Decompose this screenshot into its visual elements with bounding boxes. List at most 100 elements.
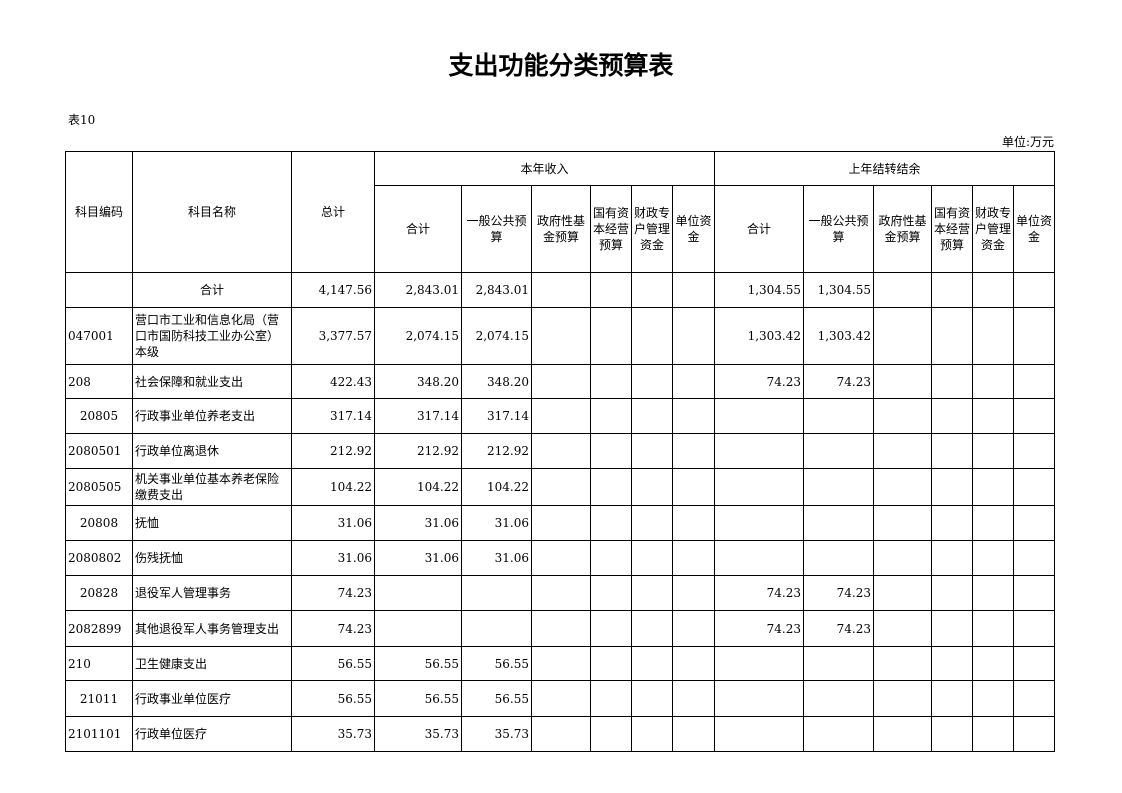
- row-value: [972, 716, 1014, 752]
- row-value: [714, 646, 804, 681]
- row-value: 212.92: [461, 433, 532, 469]
- row-value: 74.23: [291, 575, 375, 611]
- row-value: [931, 398, 973, 434]
- row-value: [631, 398, 673, 434]
- row-value: 317.14: [291, 398, 375, 434]
- row-value: [590, 540, 632, 576]
- row-value: [531, 680, 591, 717]
- row-value: [972, 398, 1014, 434]
- row-value: [631, 610, 673, 647]
- row-value: 348.20: [374, 364, 462, 399]
- row-value: 35.73: [374, 716, 462, 752]
- row-value: 317.14: [461, 398, 532, 434]
- row-value: [714, 505, 804, 541]
- row-code: 2080505: [65, 468, 133, 506]
- budget-table: 科目编码 科目名称 总计 本年收入 上年结转结余 合计 一般公共预算 政府性基金预算…: [65, 151, 1055, 752]
- subheader-cell: 合计: [714, 185, 804, 273]
- table-row: 21011 行政事业单位医疗 56.55 56.55 56.55: [65, 680, 1055, 717]
- row-value: [531, 540, 591, 576]
- row-value: [972, 680, 1014, 717]
- row-value: [931, 610, 973, 647]
- row-value: [590, 433, 632, 469]
- row-value: [972, 307, 1014, 365]
- row-value: [590, 575, 632, 611]
- subheader-cell: 单位资金: [1013, 185, 1055, 273]
- row-value: [873, 398, 932, 434]
- row-value: [1013, 272, 1055, 308]
- row-value: [803, 398, 874, 434]
- row-value: [873, 468, 932, 506]
- row-value: [531, 610, 591, 647]
- row-value: [590, 680, 632, 717]
- row-value: 56.55: [374, 646, 462, 681]
- subheader-cell: 一般公共预算: [461, 185, 532, 273]
- row-value: [714, 680, 804, 717]
- row-value: [672, 646, 715, 681]
- row-value: 31.06: [374, 505, 462, 541]
- row-value: [590, 505, 632, 541]
- table-row: 2080505 机关事业单位基本养老保险缴费支出 104.22 104.22 104.2…: [65, 468, 1055, 506]
- row-value: [931, 680, 973, 717]
- row-value: [631, 540, 673, 576]
- table-row: 2080802 伤残抚恤 31.06 31.06 31.06: [65, 540, 1055, 576]
- row-value: [1013, 398, 1055, 434]
- table-row: 20828 退役军人管理事务 74.23 74.23 74.23: [65, 575, 1055, 611]
- row-code: 21011: [65, 680, 133, 717]
- subheader-cell: 国有资本经营预算: [931, 185, 973, 273]
- row-value: [672, 540, 715, 576]
- subheader-cell: 单位资金: [672, 185, 715, 273]
- row-code: 2080501: [65, 433, 133, 469]
- row-value: [931, 307, 973, 365]
- subheader-cell: 财政专户管理资金: [631, 185, 673, 273]
- row-value: [931, 433, 973, 469]
- row-value: 1,304.55: [803, 272, 874, 308]
- row-value: [873, 505, 932, 541]
- row-value: [1013, 610, 1055, 647]
- row-value: [714, 716, 804, 752]
- row-code: 20805: [65, 398, 133, 434]
- row-value: [672, 610, 715, 647]
- row-value: [931, 505, 973, 541]
- row-value: [1013, 646, 1055, 681]
- row-name: 机关事业单位基本养老保险缴费支出: [132, 468, 292, 506]
- row-value: [972, 272, 1014, 308]
- row-name: 其他退役军人事务管理支出: [132, 610, 292, 647]
- row-value: [714, 468, 804, 506]
- row-value: [873, 364, 932, 399]
- row-value: 31.06: [461, 540, 532, 576]
- row-value: [1013, 468, 1055, 506]
- table-row: 208 社会保障和就业支出 422.43 348.20 348.20 74.23 74.23: [65, 364, 1055, 399]
- row-code: 20808: [65, 505, 133, 541]
- row-value: [531, 646, 591, 681]
- row-value: [672, 398, 715, 434]
- table-row: 20805 行政事业单位养老支出 317.14 317.14 317.14: [65, 398, 1055, 434]
- row-value: [672, 272, 715, 308]
- row-value: [972, 364, 1014, 399]
- row-value: [803, 433, 874, 469]
- row-value: 74.23: [803, 575, 874, 611]
- row-value: [873, 540, 932, 576]
- row-value: 1,303.42: [803, 307, 874, 365]
- row-value: [672, 505, 715, 541]
- row-value: 31.06: [374, 540, 462, 576]
- row-value: 31.06: [291, 505, 375, 541]
- row-value: [873, 610, 932, 647]
- subheader-cell: 财政专户管理资金: [972, 185, 1014, 273]
- row-value: 31.06: [291, 540, 375, 576]
- row-value: [1013, 433, 1055, 469]
- row-value: [1013, 575, 1055, 611]
- row-code: 20828: [65, 575, 133, 611]
- header-code: 科目编码: [65, 151, 133, 273]
- row-value: 2,843.01: [461, 272, 532, 308]
- row-value: [931, 646, 973, 681]
- row-value: [590, 272, 632, 308]
- row-value: 212.92: [374, 433, 462, 469]
- row-value: 56.55: [461, 646, 532, 681]
- row-name: 行政单位离退休: [132, 433, 292, 469]
- row-value: [631, 505, 673, 541]
- row-value: [1013, 540, 1055, 576]
- row-name: 行政事业单位养老支出: [132, 398, 292, 434]
- row-value: [631, 468, 673, 506]
- row-value: [531, 716, 591, 752]
- row-value: [590, 610, 632, 647]
